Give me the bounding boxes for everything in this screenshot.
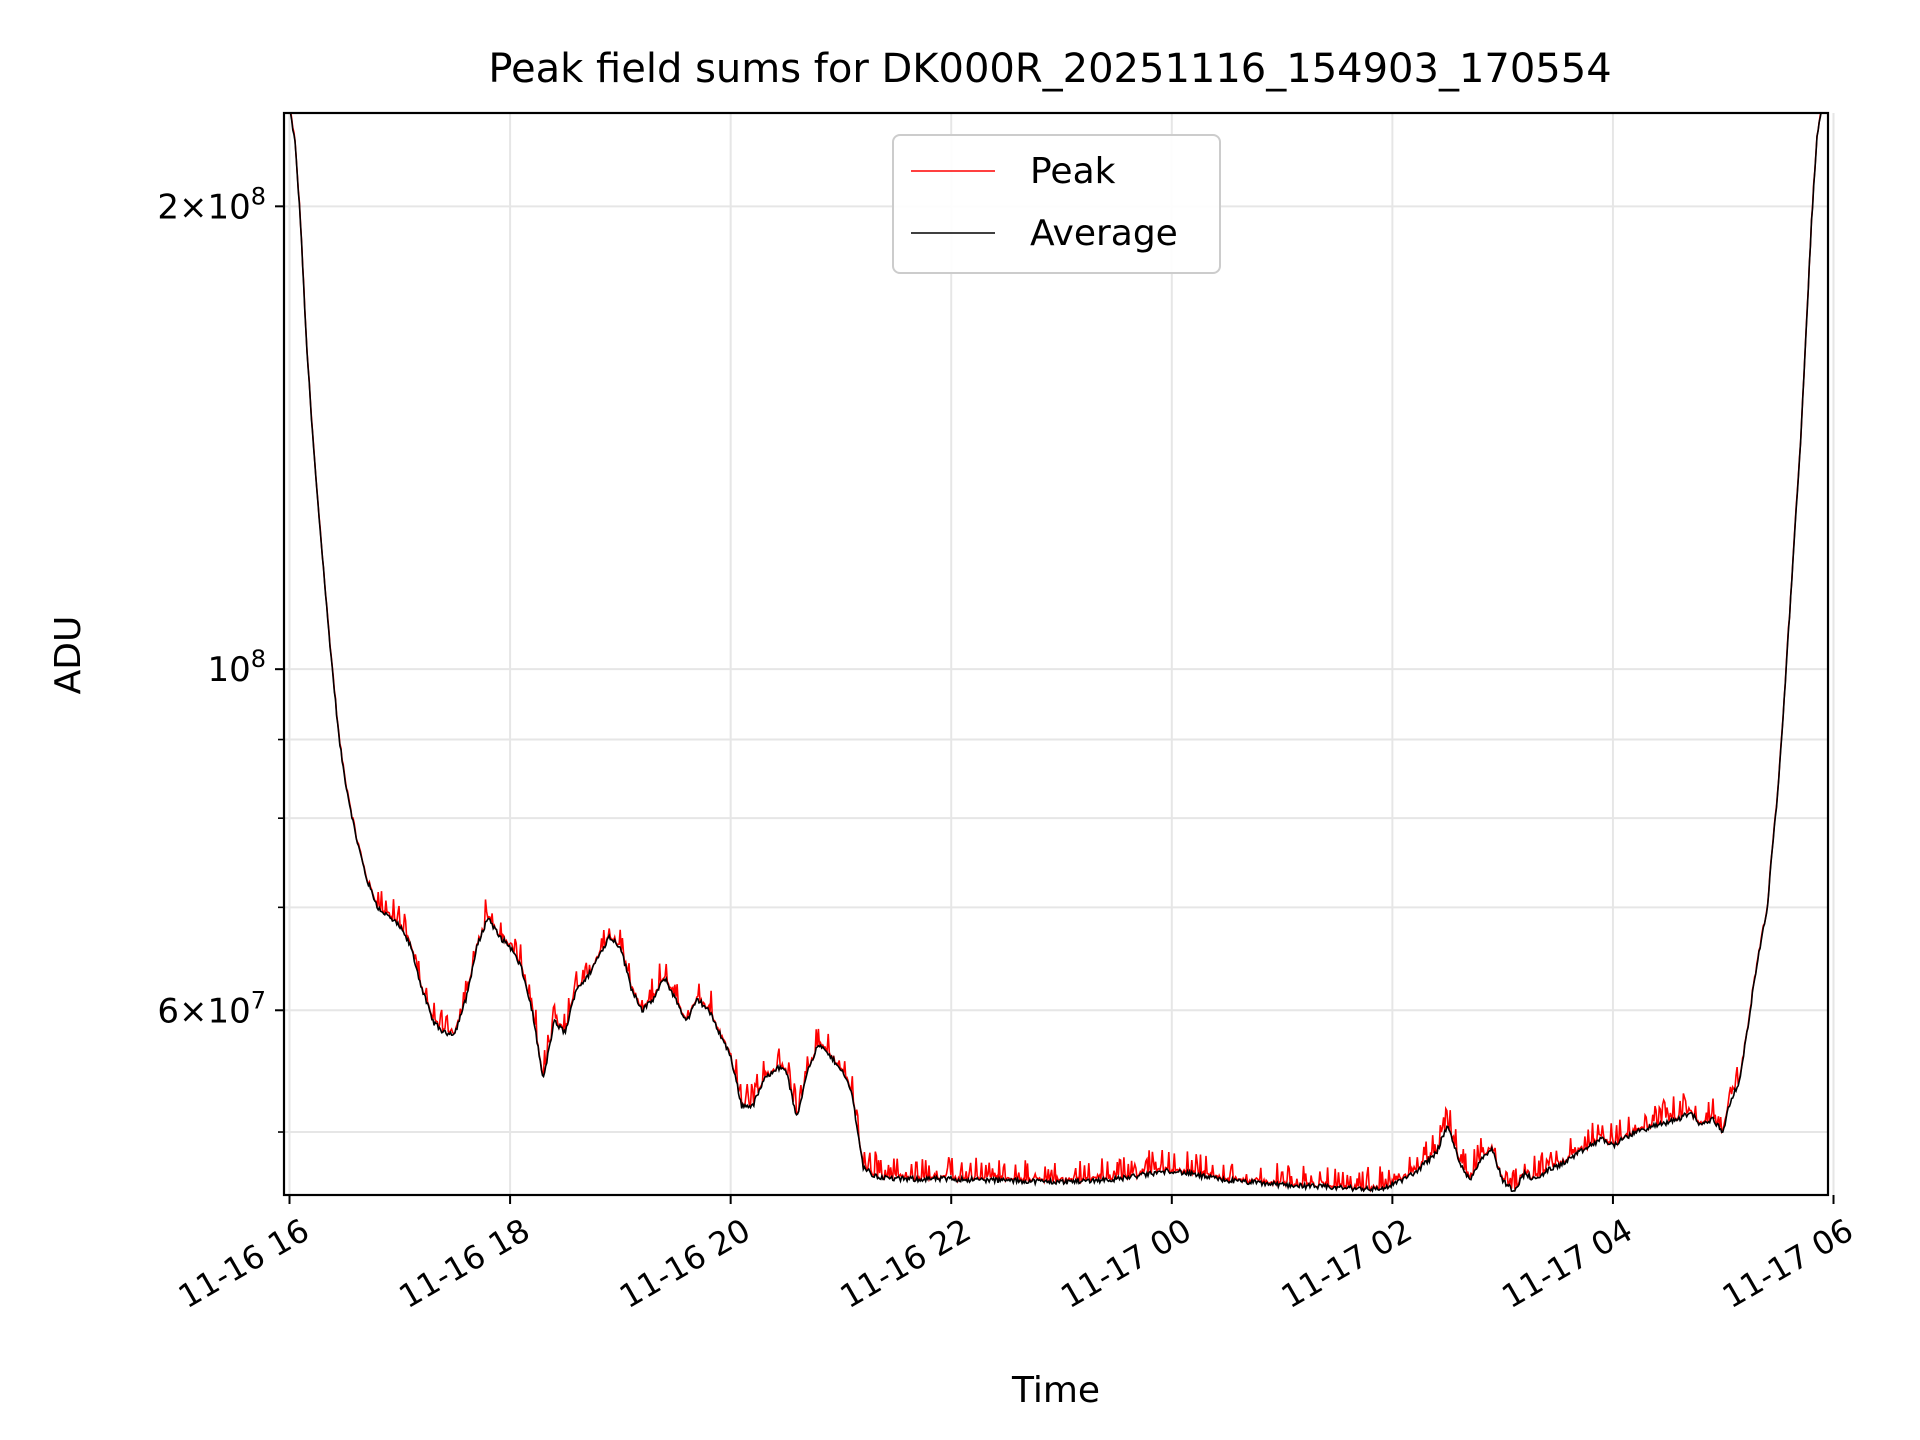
x-axis-label: Time xyxy=(1011,1370,1100,1411)
y-tick-label: 6×107 xyxy=(157,986,266,1031)
legend-peak-label: Peak xyxy=(1030,151,1116,192)
axes-frame xyxy=(282,111,1830,1197)
chart-title: Peak field sums for DK000R_20251116_1549… xyxy=(488,46,1611,92)
y-tick-label: 108 xyxy=(207,645,266,690)
legend-average-label: Average xyxy=(1030,213,1178,254)
y-axis-label: ADU xyxy=(48,616,89,695)
grid xyxy=(284,113,1835,1195)
y-axis: 2×108 108 6×107 xyxy=(157,182,284,1133)
legend-box xyxy=(892,134,1221,274)
legend: Peak Average xyxy=(892,134,1221,274)
average-series-line xyxy=(289,113,1822,1194)
plot-area xyxy=(289,113,1822,1194)
y-tick-label: 2×108 xyxy=(157,182,266,227)
